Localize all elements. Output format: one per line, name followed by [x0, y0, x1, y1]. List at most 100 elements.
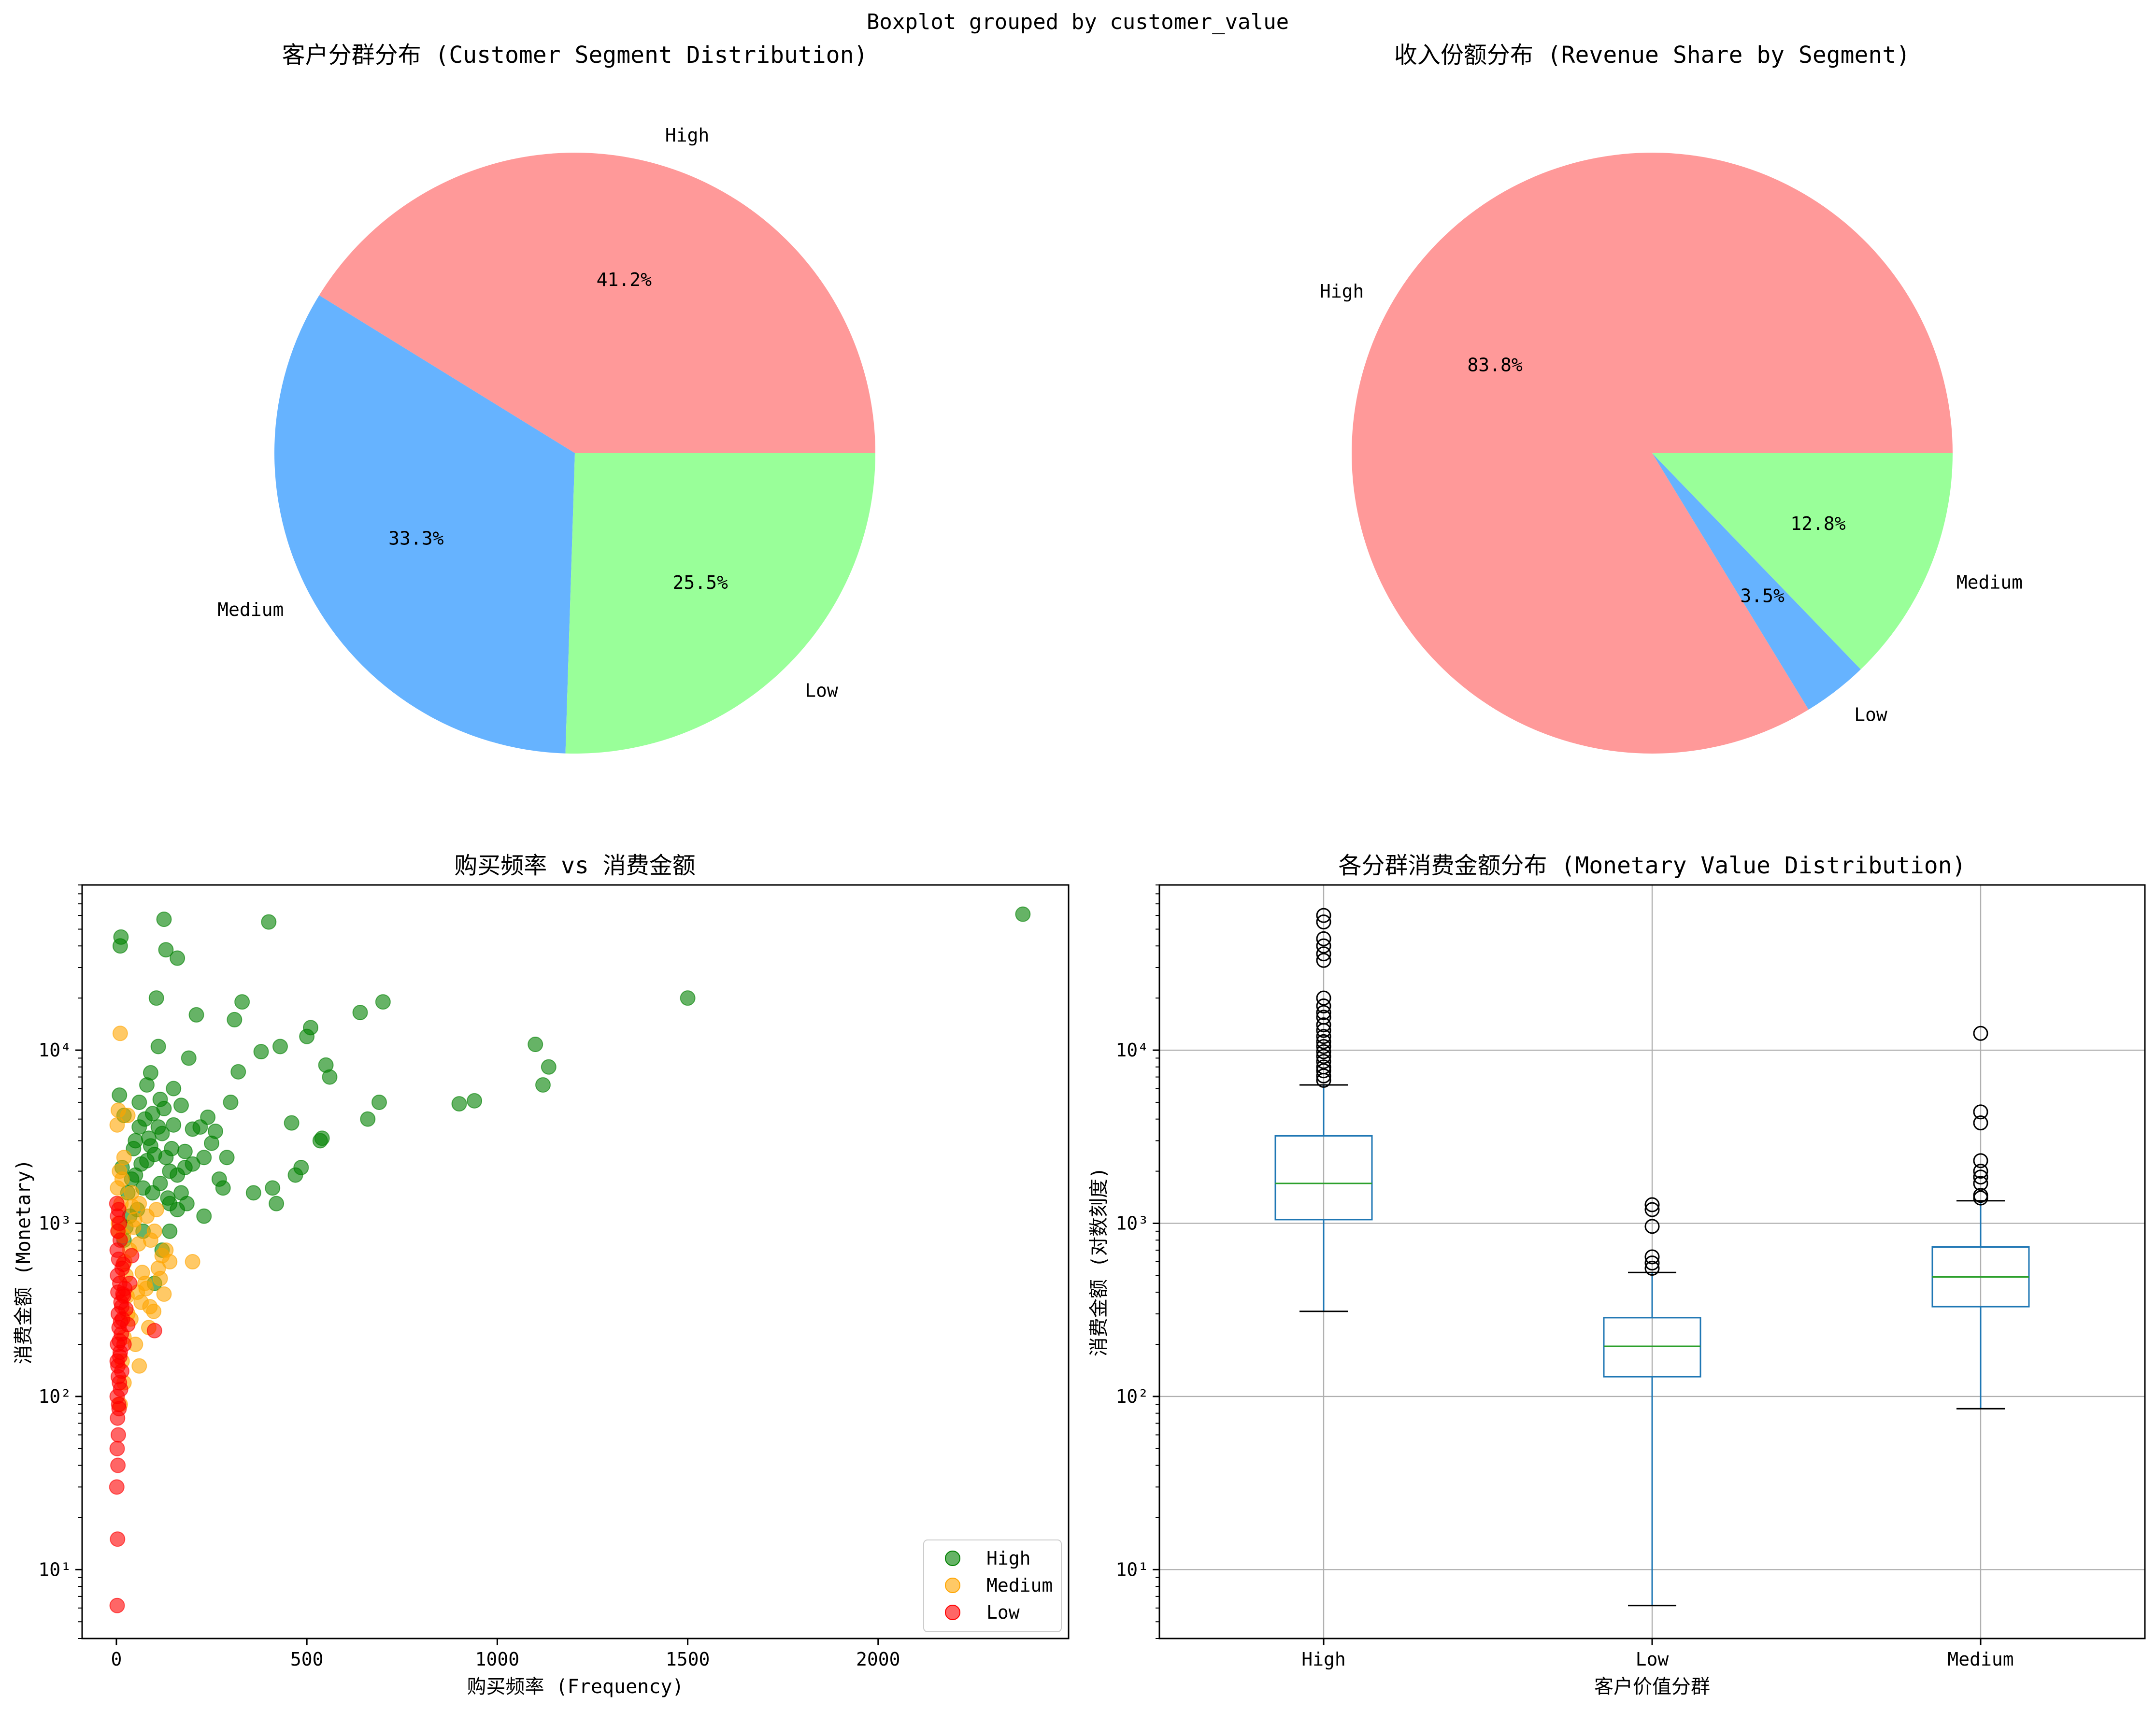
pie1-label-medium: Medium [217, 599, 284, 620]
scatter-point-high [269, 1196, 285, 1211]
scatter-point-low [109, 1479, 125, 1495]
scatter-point-high [185, 1121, 200, 1137]
pie2-label-low: Low [1854, 704, 1887, 726]
scatter-point-high [126, 1140, 142, 1156]
box-outlier [1316, 1044, 1331, 1059]
scatter-point-high [299, 1028, 315, 1044]
scatter-point-high [284, 1115, 300, 1131]
scatter-point-low [113, 1314, 129, 1330]
boxplot-ytick-label: 10² [1115, 1386, 1149, 1407]
scatter-point-high [173, 1097, 189, 1113]
pie-chart-segment-distribution: 客户分群分布 (Customer Segment Distribution) H… [217, 42, 876, 754]
scatter-point-medium [158, 1242, 174, 1258]
boxplot-ytick-label: 10³ [1115, 1212, 1149, 1234]
scatter-point-low [110, 1427, 126, 1443]
scatter-point-low [115, 1286, 131, 1302]
boxplot-ytick-label: 10⁴ [1115, 1040, 1149, 1061]
scatter-point-high [150, 1039, 166, 1054]
scatter-point-high [112, 1087, 128, 1103]
scatter-point-high [177, 1159, 193, 1175]
scatter-point-high [179, 1196, 195, 1211]
scatter-point-high [318, 1057, 334, 1073]
scatter-point-high [230, 1064, 246, 1080]
scatter-points [109, 906, 1031, 1613]
scatter-point-high [245, 1185, 261, 1201]
box-outlier [1316, 938, 1331, 954]
scatter-point-low [109, 1353, 125, 1369]
box-outlier [1973, 1115, 1988, 1131]
legend-marker-medium [945, 1578, 960, 1593]
scatter-point-high [215, 1180, 231, 1196]
scatter-point-high [177, 1143, 193, 1159]
box-outlier [1316, 946, 1331, 962]
box-outlier [1316, 998, 1331, 1014]
box-outlier [1316, 1054, 1331, 1069]
box-outlier [1973, 1176, 1988, 1191]
pie1-slice-medium [274, 295, 575, 754]
scatter-point-high [166, 1117, 182, 1133]
scatter-point-medium [138, 1281, 154, 1297]
scatter-point-high [467, 1093, 483, 1109]
pie1-slice-low [565, 453, 875, 754]
pie2-label-medium: Medium [1956, 572, 2023, 593]
scatter-ytick-label: 10¹ [38, 1559, 71, 1580]
scatter-point-high [156, 912, 172, 927]
scatter-xtick-label: 2000 [856, 1649, 900, 1670]
scatter-point-low [111, 1401, 127, 1417]
pie2-slice-medium [1652, 453, 1953, 670]
box-outlier [1316, 931, 1331, 946]
scatter-point-high [219, 1150, 235, 1166]
boxplot-title: 各分群消费金额分布 (Monetary Value Distribution) [1339, 852, 1966, 879]
scatter-point-medium [112, 1163, 128, 1179]
box-outlier [1316, 908, 1331, 923]
scatter-point-high [170, 950, 186, 966]
scatter-axes-frame [81, 884, 1070, 1639]
boxplot-xtick-label-medium: Medium [1947, 1649, 2013, 1670]
boxplot-boxes [1274, 908, 2030, 1607]
box-medium [1931, 1026, 2030, 1410]
legend-marker-high [945, 1551, 960, 1566]
scatter-point-high [139, 1077, 155, 1093]
scatter-title: 购买频率 vs 消费金额 [454, 852, 696, 879]
scatter-point-medium [125, 1198, 141, 1214]
scatter-point-medium [109, 1117, 125, 1133]
box-outlier [1316, 990, 1331, 1006]
scatter-point-high [265, 1180, 281, 1196]
scatter-point-high [541, 1059, 557, 1075]
scatter-point-low [110, 1457, 126, 1473]
scatter-point-high [223, 1094, 239, 1110]
scatter-point-medium [120, 1108, 136, 1124]
scatter-point-high [1015, 906, 1031, 922]
scatter-xtick-label: 1500 [666, 1649, 710, 1670]
box-outlier [1316, 1068, 1331, 1083]
box-low [1603, 1197, 1701, 1607]
box-outlier [1644, 1249, 1660, 1265]
scatter-point-high [234, 994, 250, 1010]
scatter-point-low [112, 1333, 128, 1349]
scatter-point-high [196, 1150, 212, 1166]
box-outlier [1316, 1063, 1331, 1079]
boxplot-ylabel: 消费金额 (对数刻度) [1088, 1167, 1110, 1356]
boxplot-xlabel: 客户价值分群 [1594, 1676, 1710, 1698]
scatter-point-low [110, 1369, 126, 1385]
scatter-point-medium [130, 1236, 146, 1252]
scatter-point-high [113, 929, 129, 945]
scatter-point-high [528, 1037, 543, 1053]
figure-suptitle: Boxplot grouped by customer_value [867, 10, 1289, 34]
scatter-xtick-label: 500 [290, 1649, 324, 1670]
scatter-point-medium [131, 1358, 147, 1374]
box-outlier [1316, 1005, 1331, 1020]
boxplot-ytick-label: 10¹ [1115, 1559, 1149, 1580]
box-outlier [1644, 1261, 1660, 1276]
pie2-label-high: High [1320, 281, 1364, 302]
scatter-ytick-label: 10² [38, 1386, 71, 1407]
box-high [1274, 908, 1373, 1312]
scatter-point-high [148, 990, 164, 1006]
legend-marker-low [945, 1605, 960, 1620]
scatter-point-high [360, 1111, 376, 1127]
scatter-point-high [131, 1094, 147, 1110]
scatter-point-high [535, 1077, 551, 1093]
scatter-point-high [371, 1094, 387, 1110]
legend-label-low: Low [986, 1602, 1020, 1623]
